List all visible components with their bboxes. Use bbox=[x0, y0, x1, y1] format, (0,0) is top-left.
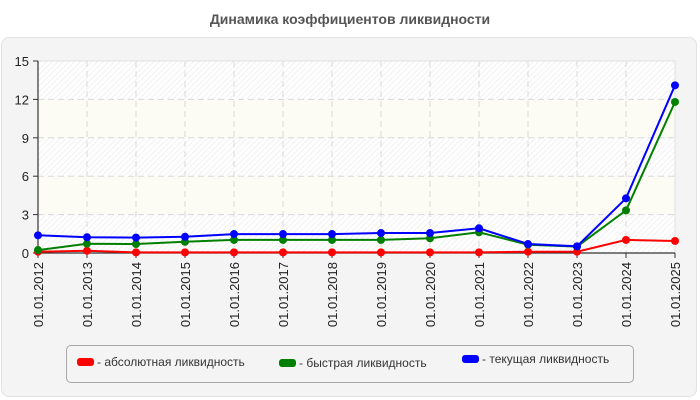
legend: - абсолютная ликвидность - быстрая ликви… bbox=[66, 345, 634, 383]
legend-swatch-green bbox=[279, 359, 296, 367]
svg-text:01.01.2023: 01.01.2023 bbox=[570, 262, 585, 327]
grid-lines bbox=[38, 60, 676, 253]
legend-item-absolute: - абсолютная ликвидность bbox=[77, 355, 245, 369]
legend-label: - текущая ликвидность bbox=[482, 352, 610, 366]
svg-text:01.01.2015: 01.01.2015 bbox=[178, 262, 193, 327]
svg-text:3: 3 bbox=[22, 208, 29, 223]
svg-text:12: 12 bbox=[15, 92, 29, 107]
svg-text:01.01.2025: 01.01.2025 bbox=[668, 262, 683, 327]
svg-text:6: 6 bbox=[22, 169, 29, 184]
axes: 0 3 6 9 12 15 01.01.2012 01.01.2013 01.01.2014 01… bbox=[15, 54, 683, 327]
series-ff0000 bbox=[34, 235, 679, 257]
svg-text:01.01.2012: 01.01.2012 bbox=[31, 262, 46, 327]
svg-text:01.01.2016: 01.01.2016 bbox=[227, 262, 242, 327]
svg-text:01.01.2021: 01.01.2021 bbox=[472, 262, 487, 327]
svg-text:01.01.2018: 01.01.2018 bbox=[325, 262, 340, 327]
legend-label: - быстрая ликвидность bbox=[299, 356, 427, 370]
data-series bbox=[34, 81, 679, 257]
legend-item-current: - текущая ликвидность bbox=[462, 352, 609, 366]
svg-text:01.01.2013: 01.01.2013 bbox=[80, 262, 95, 327]
plot-background bbox=[38, 61, 675, 253]
svg-text:01.01.2017: 01.01.2017 bbox=[276, 262, 291, 327]
svg-text:01.01.2022: 01.01.2022 bbox=[521, 262, 536, 327]
svg-text:9: 9 bbox=[22, 131, 29, 146]
svg-text:0: 0 bbox=[22, 246, 29, 261]
svg-text:15: 15 bbox=[15, 54, 29, 69]
chart-title: Динамика коэффициентов ликвидности bbox=[209, 11, 491, 27]
legend-swatch-blue bbox=[462, 355, 479, 363]
legend-label: - абсолютная ликвидность bbox=[97, 355, 245, 369]
series-0000ff bbox=[34, 81, 679, 251]
svg-text:01.01.2020: 01.01.2020 bbox=[423, 262, 438, 327]
legend-item-quick: - быстрая ликвидность bbox=[279, 356, 427, 370]
svg-text:01.01.2019: 01.01.2019 bbox=[374, 262, 389, 327]
svg-text:01.01.2014: 01.01.2014 bbox=[129, 262, 144, 327]
legend-swatch-red bbox=[77, 358, 94, 366]
svg-text:01.01.2024: 01.01.2024 bbox=[619, 262, 634, 327]
